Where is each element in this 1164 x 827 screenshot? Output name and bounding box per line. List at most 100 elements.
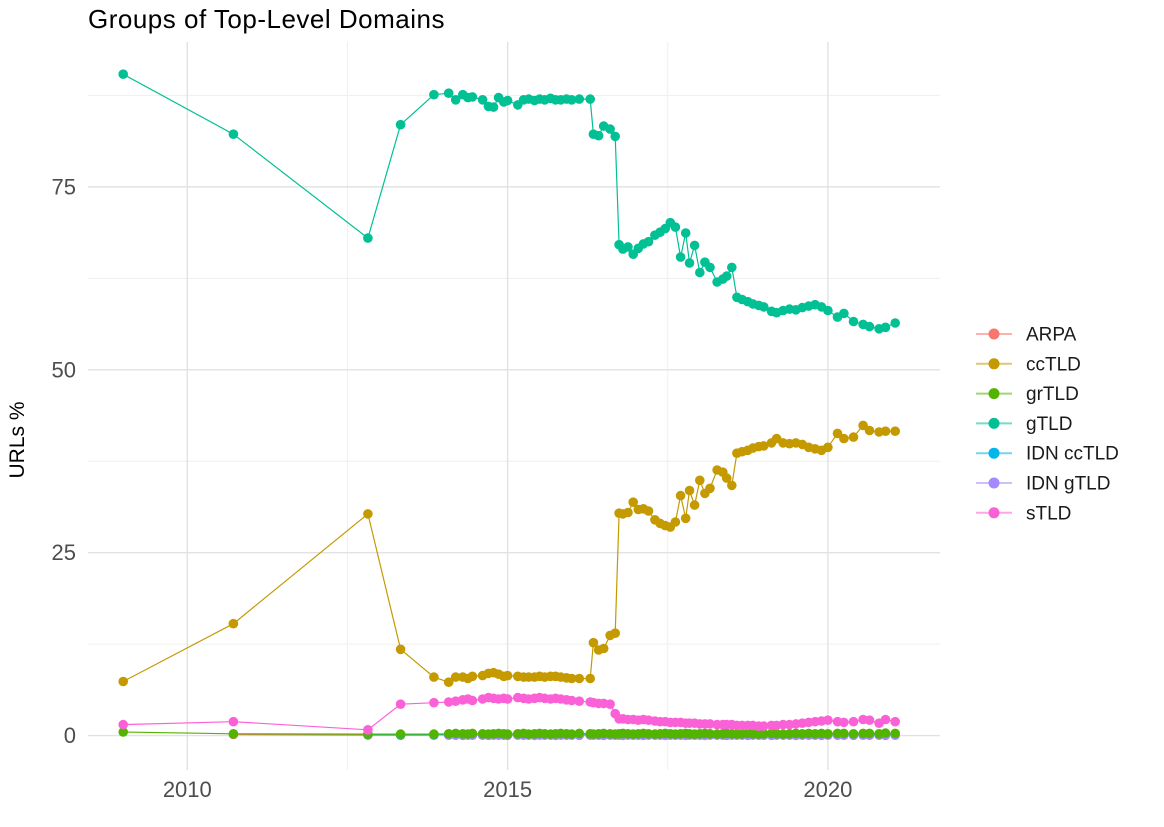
data-point-cctld bbox=[823, 442, 833, 453]
data-point-grtld bbox=[574, 728, 585, 739]
data-point-stld bbox=[228, 716, 239, 727]
data-point-gtld bbox=[623, 242, 633, 252]
data-series bbox=[118, 69, 900, 741]
data-point-gtld bbox=[680, 228, 691, 238]
data-point-stld bbox=[502, 694, 513, 704]
legend-label: ccTLD bbox=[1026, 354, 1081, 375]
data-point-grtld bbox=[228, 729, 239, 739]
data-point-stld bbox=[429, 697, 439, 708]
data-point-grtld bbox=[118, 727, 128, 737]
legend-key-dot bbox=[988, 447, 1000, 459]
data-point-cctld bbox=[450, 672, 461, 682]
data-point-grtld bbox=[395, 729, 406, 739]
y-tick-label-0: 0 bbox=[64, 723, 76, 748]
data-point-grtld bbox=[443, 729, 454, 739]
data-point-gtld bbox=[585, 94, 595, 104]
data-point-cctld bbox=[684, 485, 695, 496]
data-point-cctld bbox=[689, 500, 700, 510]
data-point-stld bbox=[395, 699, 406, 709]
data-point-gtld bbox=[705, 262, 715, 273]
data-point-cctld bbox=[721, 473, 732, 483]
data-point-gtld bbox=[684, 258, 695, 268]
data-point-cctld bbox=[680, 513, 691, 524]
data-point-gtld bbox=[467, 92, 478, 102]
data-point-stld bbox=[890, 716, 900, 727]
data-point-cctld bbox=[759, 441, 769, 451]
data-point-cctld bbox=[848, 432, 859, 442]
data-point-stld bbox=[450, 696, 461, 706]
data-point-cctld bbox=[502, 670, 513, 681]
legend-key-dot bbox=[988, 507, 1000, 519]
data-point-cctld bbox=[670, 517, 681, 527]
data-point-grtld bbox=[566, 729, 577, 739]
data-point-gtld bbox=[118, 69, 128, 79]
data-point-gtld bbox=[670, 222, 681, 232]
data-point-gtld bbox=[450, 95, 461, 105]
data-point-gtld bbox=[605, 124, 615, 134]
legend-item-grtld: grTLD bbox=[976, 384, 1079, 405]
data-point-gtld bbox=[675, 252, 686, 262]
data-point-gtld bbox=[574, 94, 585, 104]
data-point-gtld bbox=[839, 308, 849, 319]
axis-tick-labels: 0 25 50 75 2010 2015 2020 bbox=[52, 174, 853, 802]
legend-item-gtld: gTLD bbox=[976, 414, 1072, 435]
data-point-gtld bbox=[727, 262, 737, 273]
data-point-grtld bbox=[839, 728, 849, 739]
data-point-stld bbox=[839, 717, 849, 728]
data-point-cctld bbox=[395, 644, 406, 655]
data-point-cctld bbox=[858, 420, 868, 431]
x-tick-label-2020: 2020 bbox=[803, 777, 852, 802]
data-point-stld bbox=[605, 699, 615, 709]
legend: ARPA ccTLD grTLD gTLD IDN ccTLD IDN gTLD sTLD bbox=[976, 325, 1119, 524]
data-point-gtld bbox=[429, 89, 439, 100]
series-grtld bbox=[118, 727, 900, 739]
data-point-gtld bbox=[610, 131, 620, 142]
data-point-gtld bbox=[823, 305, 833, 316]
series-stld bbox=[118, 692, 900, 735]
data-point-gtld bbox=[759, 302, 769, 312]
legend-item-idn-cctld: IDN ccTLD bbox=[976, 444, 1119, 465]
legend-item-stld: sTLD bbox=[976, 503, 1071, 524]
data-point-grtld bbox=[759, 729, 769, 739]
data-point-stld bbox=[118, 719, 128, 730]
data-point-gtld bbox=[695, 267, 705, 278]
data-point-stld bbox=[705, 719, 715, 729]
data-point-gtld bbox=[477, 95, 488, 105]
legend-item-arpa: ARPA bbox=[976, 325, 1077, 346]
y-tick-label-75: 75 bbox=[52, 174, 76, 199]
data-point-gtld bbox=[228, 129, 239, 139]
data-point-gtld bbox=[848, 316, 859, 327]
data-point-cctld bbox=[675, 490, 686, 501]
legend-key-dot bbox=[988, 477, 1000, 489]
data-point-grtld bbox=[864, 728, 875, 739]
data-point-stld bbox=[566, 695, 577, 706]
data-point-grtld bbox=[450, 728, 461, 739]
legend-item-idn-gtld: IDN gTLD bbox=[976, 474, 1110, 495]
data-point-cctld bbox=[429, 672, 439, 682]
series-cctld bbox=[118, 420, 900, 687]
data-point-cctld bbox=[598, 643, 609, 654]
data-point-grtld bbox=[467, 728, 478, 739]
data-point-cctld bbox=[588, 637, 599, 648]
data-point-cctld bbox=[864, 425, 875, 436]
legend-key-dot bbox=[988, 388, 1000, 400]
series-gtld bbox=[118, 69, 900, 334]
x-tick-label-2015: 2015 bbox=[483, 777, 532, 802]
data-point-cctld bbox=[363, 509, 373, 519]
legend-label: ARPA bbox=[1026, 325, 1077, 346]
data-point-gtld bbox=[880, 322, 891, 333]
data-point-stld bbox=[443, 697, 454, 707]
data-point-gtld bbox=[443, 88, 454, 98]
data-point-cctld bbox=[118, 676, 128, 687]
data-point-cctld bbox=[890, 426, 900, 437]
data-point-grtld bbox=[705, 729, 715, 739]
data-point-cctld bbox=[880, 426, 891, 437]
data-point-gtld bbox=[395, 119, 406, 130]
data-point-cctld bbox=[228, 618, 239, 629]
data-point-cctld bbox=[832, 428, 843, 439]
legend-label: grTLD bbox=[1026, 384, 1079, 405]
data-point-gtld bbox=[721, 271, 732, 281]
data-point-cctld bbox=[467, 671, 478, 682]
data-point-cctld bbox=[610, 628, 620, 638]
data-point-gtld bbox=[363, 233, 373, 243]
